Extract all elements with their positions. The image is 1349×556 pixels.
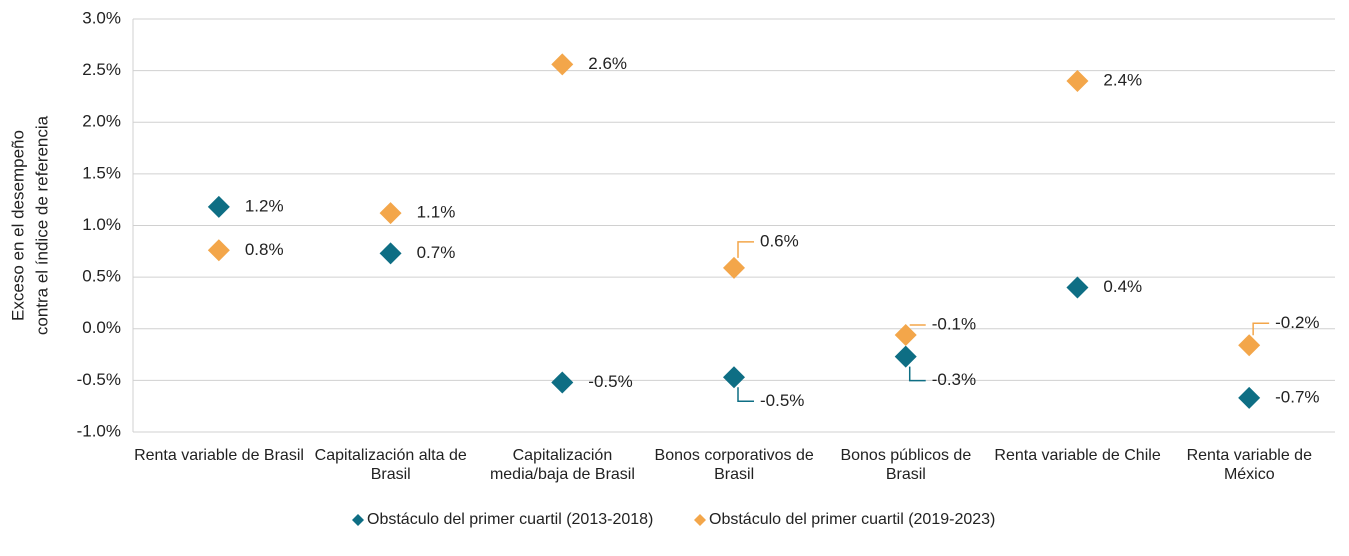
- y-tick-label: 2.5%: [82, 60, 121, 79]
- data-label: -0.2%: [1275, 313, 1319, 332]
- diamond: [723, 256, 745, 279]
- x-tick-label: Capitalización media/baja de Brasil: [489, 447, 635, 483]
- diamond: [379, 242, 402, 265]
- y-tick-label: 3.0%: [82, 8, 121, 27]
- data-label: 2.6%: [588, 54, 627, 73]
- legend-marker: [352, 514, 364, 526]
- data-label: -0.5%: [588, 372, 632, 391]
- y-tick-label: 1.5%: [82, 163, 121, 182]
- legend-label: Obstáculo del primer cuartil (2019-2023): [709, 511, 995, 528]
- leader-line: [908, 366, 926, 382]
- x-tick-label: Bonos corporativos de Brasil: [654, 447, 814, 483]
- diamond: [551, 371, 574, 394]
- leader-line: [1252, 322, 1270, 336]
- data-label: 0.7%: [417, 243, 456, 262]
- y-axis-label: Exceso en el desempeño: [8, 130, 27, 321]
- diamond: [207, 195, 230, 218]
- diamond: [894, 345, 917, 368]
- leader-line: [737, 387, 754, 403]
- x-tick-label: Renta variable de México: [1186, 447, 1312, 483]
- y-tick-label: 0.0%: [82, 318, 121, 337]
- y-tick-label: -0.5%: [77, 370, 121, 389]
- diamond: [379, 202, 402, 225]
- data-label: 0.6%: [760, 231, 799, 250]
- data-label: -0.5%: [760, 391, 804, 410]
- data-label: -0.3%: [932, 370, 976, 389]
- data-label: 2.4%: [1103, 70, 1142, 89]
- legend-label: Obstáculo del primer cuartil (2013-2018): [367, 511, 653, 528]
- diamond: [1238, 334, 1261, 357]
- x-tick-label: Renta variable de Brasil: [134, 447, 304, 464]
- data-label: 0.8%: [245, 240, 284, 259]
- diamond: [1066, 69, 1089, 92]
- y-tick-label: 2.0%: [82, 112, 121, 131]
- diamond: [1066, 276, 1089, 299]
- y-tick-label: 1.0%: [82, 215, 121, 234]
- diamond: [723, 366, 745, 389]
- x-tick-label: Bonos públicos de Brasil: [840, 447, 972, 483]
- y-tick-label: -1.0%: [77, 421, 121, 440]
- diamond: [1238, 386, 1261, 409]
- leader-line: [737, 241, 754, 258]
- diamond: [551, 53, 574, 76]
- legend-marker: [694, 514, 706, 526]
- data-label: 1.2%: [245, 196, 284, 215]
- data-label: 1.1%: [417, 203, 456, 222]
- data-label: 0.4%: [1103, 277, 1142, 296]
- diamond: [894, 323, 917, 346]
- data-label: -0.7%: [1275, 387, 1319, 406]
- y-axis-label: contra el índice de referencia: [32, 115, 51, 335]
- x-tick-label: Renta variable de Chile: [994, 447, 1161, 464]
- x-tick-label: Capitalización alta de Brasil: [314, 447, 467, 483]
- y-tick-label: 0.5%: [82, 267, 121, 286]
- data-label: -0.1%: [932, 314, 976, 333]
- diamond: [207, 239, 230, 262]
